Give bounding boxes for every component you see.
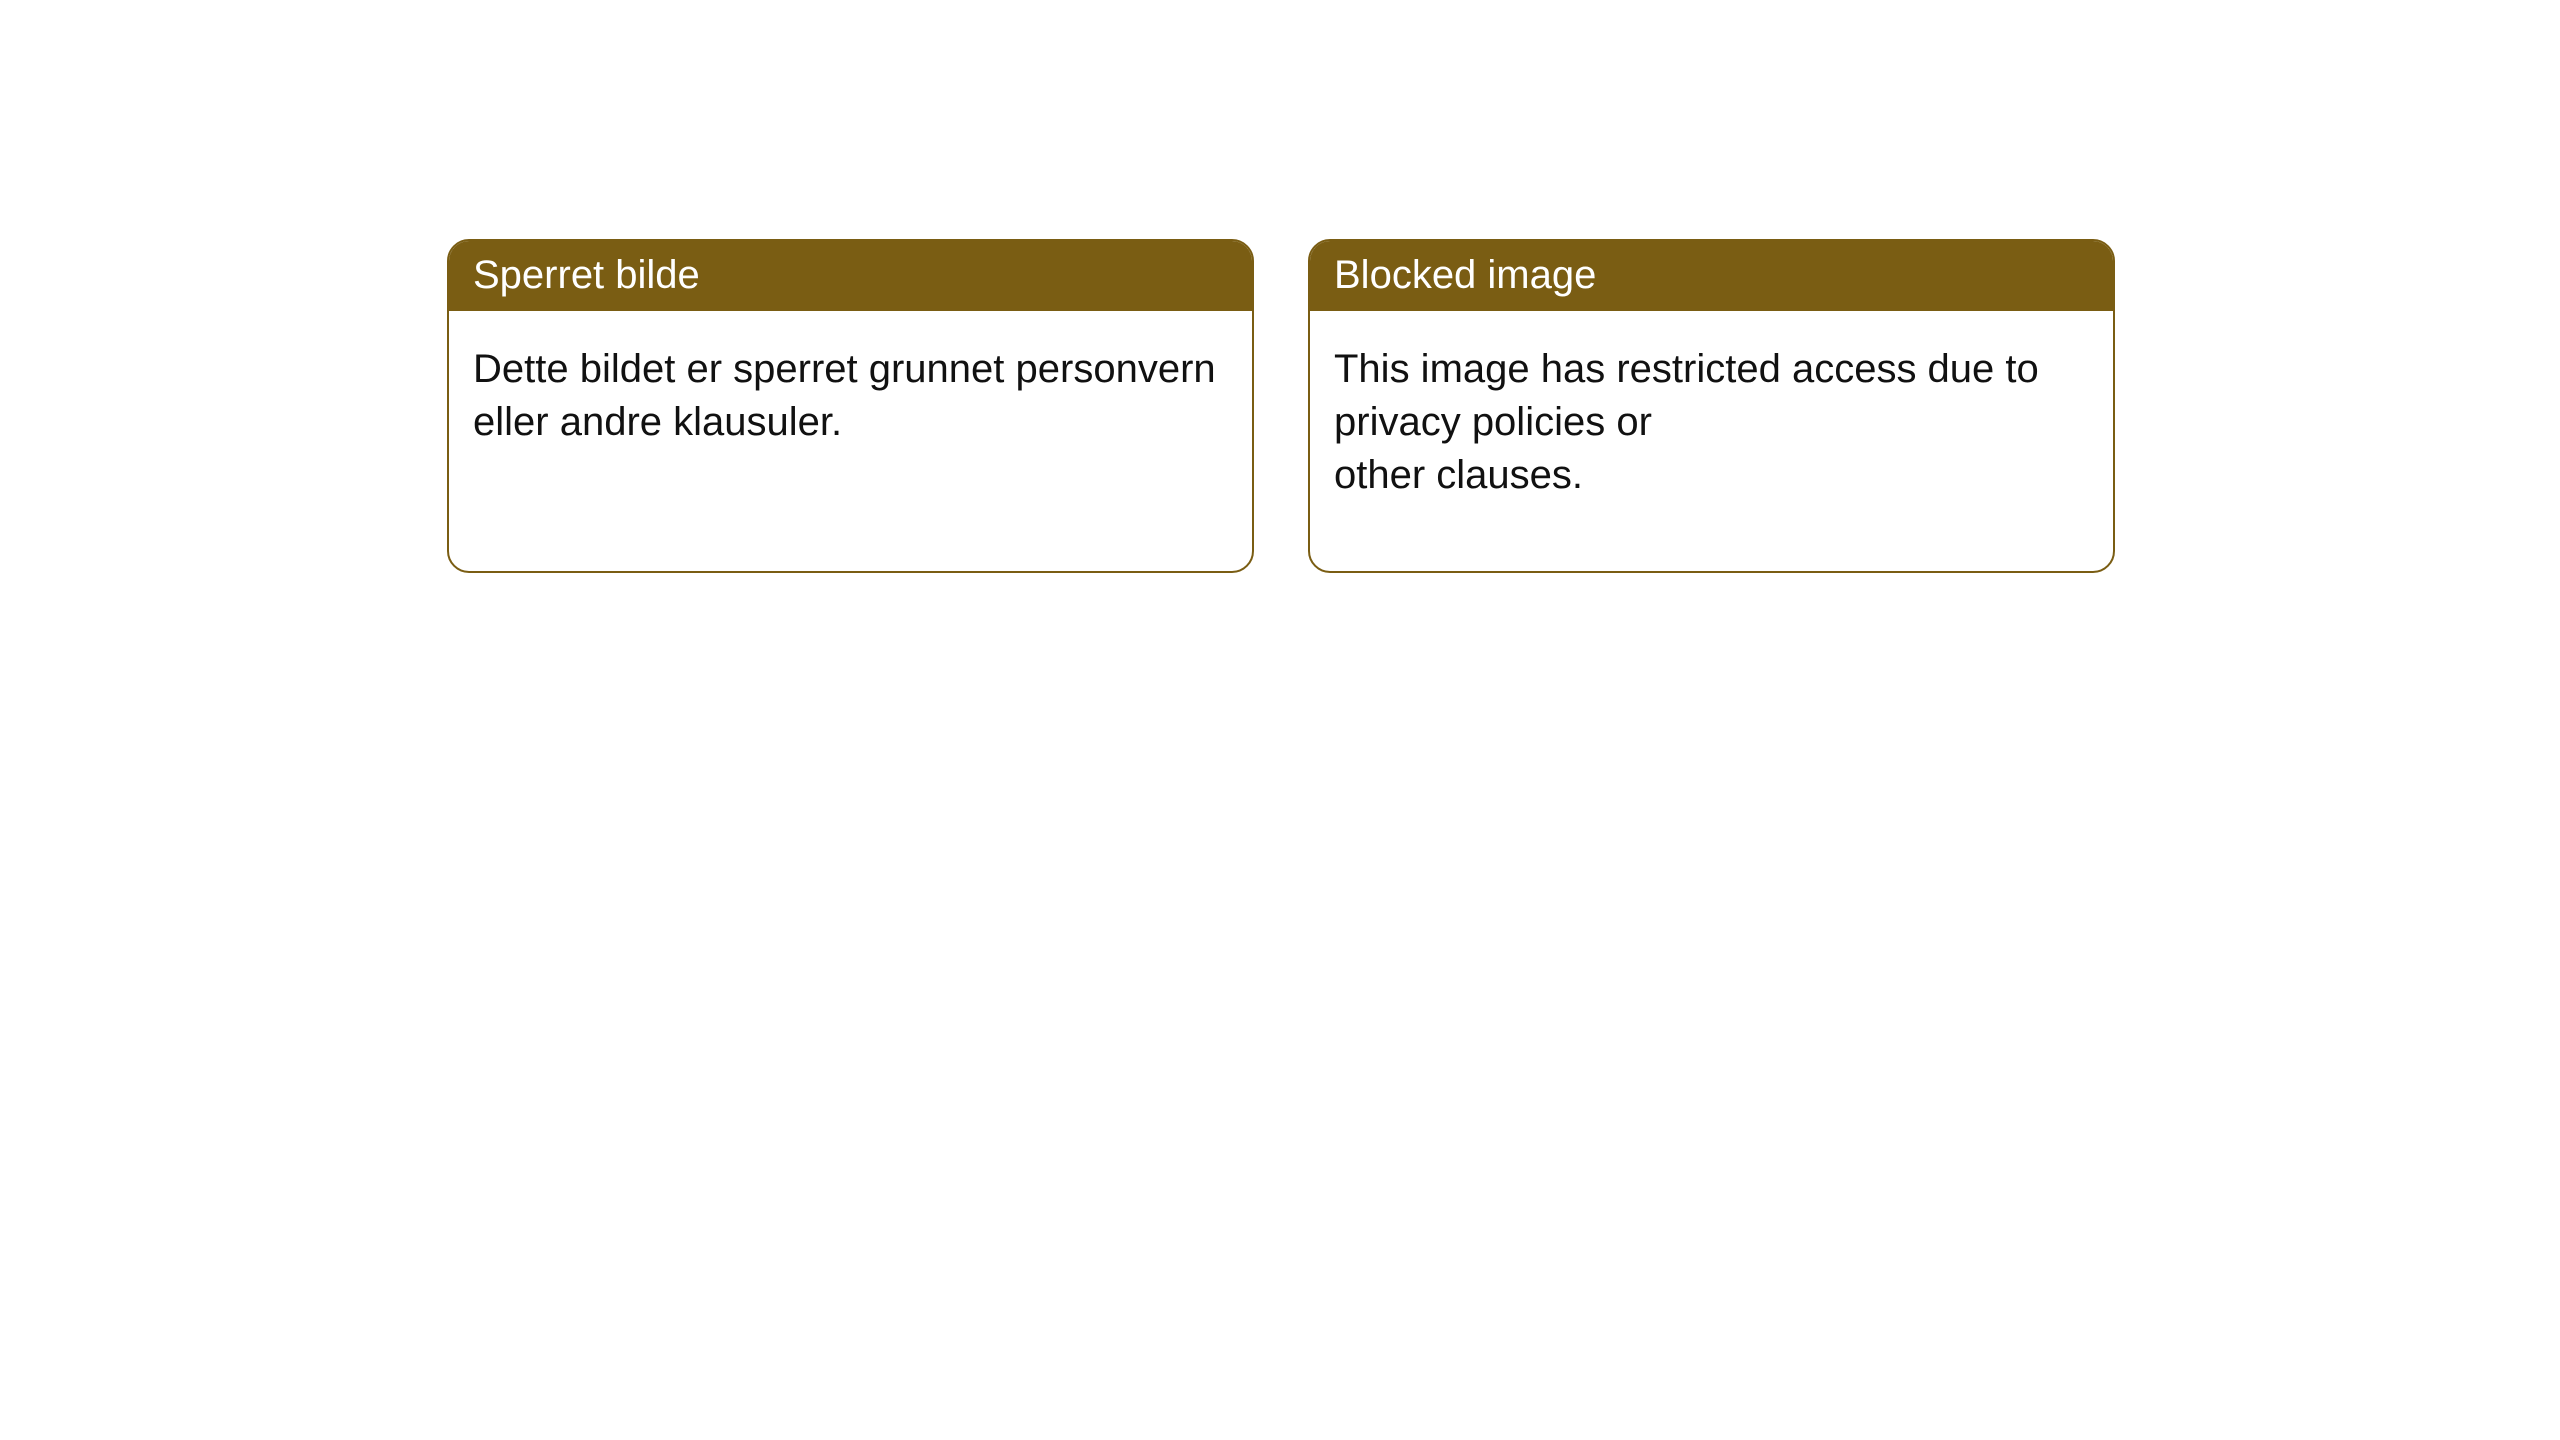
notice-container: Sperret bilde Dette bildet er sperret gr…	[447, 239, 2115, 573]
notice-card-en: Blocked image This image has restricted …	[1308, 239, 2115, 573]
notice-card-body-no: Dette bildet er sperret grunnet personve…	[449, 311, 1252, 571]
notice-card-no: Sperret bilde Dette bildet er sperret gr…	[447, 239, 1254, 573]
notice-card-body-en: This image has restricted access due to …	[1310, 311, 2113, 571]
notice-card-title-no: Sperret bilde	[449, 241, 1252, 311]
notice-card-title-en: Blocked image	[1310, 241, 2113, 311]
